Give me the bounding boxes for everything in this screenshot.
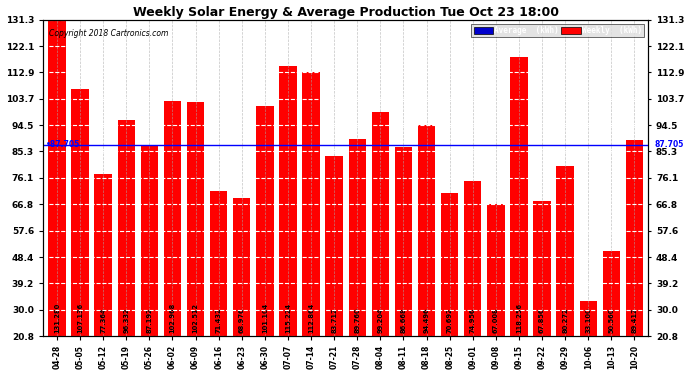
Bar bbox=[326, 156, 343, 336]
Text: 86.668: 86.668 bbox=[400, 308, 406, 333]
Legend: Average  (kWh), Weekly  (kWh): Average (kWh), Weekly (kWh) bbox=[471, 24, 644, 37]
Text: 33.100: 33.100 bbox=[585, 308, 591, 333]
Text: 131.280: 131.280 bbox=[54, 303, 60, 333]
Text: 94.496: 94.496 bbox=[424, 308, 430, 333]
Bar bbox=[556, 166, 574, 336]
Text: 89.760: 89.760 bbox=[354, 308, 360, 333]
Bar bbox=[71, 89, 89, 336]
Text: 67.856: 67.856 bbox=[539, 308, 545, 333]
Bar bbox=[141, 146, 158, 336]
Text: 71.432: 71.432 bbox=[216, 308, 221, 333]
Text: 83.712: 83.712 bbox=[331, 308, 337, 333]
Bar bbox=[233, 198, 250, 336]
Bar bbox=[302, 72, 319, 336]
Bar bbox=[533, 201, 551, 336]
Text: 89.412: 89.412 bbox=[631, 308, 638, 333]
Text: 77.364: 77.364 bbox=[100, 308, 106, 333]
Text: 87.192: 87.192 bbox=[146, 308, 152, 333]
Bar bbox=[279, 66, 297, 336]
Text: 112.864: 112.864 bbox=[308, 303, 314, 333]
Text: 99.204: 99.204 bbox=[377, 308, 384, 333]
Bar bbox=[487, 204, 504, 336]
Bar bbox=[95, 174, 112, 336]
Bar bbox=[441, 193, 458, 336]
Bar bbox=[372, 112, 389, 336]
Text: 70.692: 70.692 bbox=[446, 308, 453, 333]
Bar bbox=[348, 139, 366, 336]
Bar bbox=[602, 251, 620, 336]
Bar bbox=[256, 106, 273, 336]
Bar bbox=[187, 102, 204, 336]
Text: 74.956: 74.956 bbox=[470, 308, 475, 333]
Bar bbox=[395, 147, 412, 336]
Text: 102.968: 102.968 bbox=[170, 303, 175, 333]
Text: 50.560: 50.560 bbox=[609, 308, 614, 333]
Bar bbox=[210, 191, 227, 336]
Text: 87.705: 87.705 bbox=[654, 140, 684, 149]
Bar bbox=[48, 20, 66, 336]
Bar bbox=[117, 120, 135, 336]
Text: 68.976: 68.976 bbox=[239, 308, 245, 333]
Title: Weekly Solar Energy & Average Production Tue Oct 23 18:00: Weekly Solar Energy & Average Production… bbox=[132, 6, 559, 18]
Text: 96.332: 96.332 bbox=[124, 308, 129, 333]
Text: 101.104: 101.104 bbox=[262, 303, 268, 333]
Text: 115.224: 115.224 bbox=[285, 303, 291, 333]
Bar bbox=[418, 125, 435, 336]
Text: 67.008: 67.008 bbox=[493, 308, 499, 333]
Bar bbox=[164, 101, 181, 336]
Bar bbox=[580, 301, 597, 336]
Bar bbox=[464, 181, 482, 336]
Text: Copyright 2018 Cartronics.com: Copyright 2018 Cartronics.com bbox=[49, 29, 168, 38]
Bar bbox=[511, 57, 528, 336]
Text: 118.256: 118.256 bbox=[516, 303, 522, 333]
Text: 102.512: 102.512 bbox=[193, 303, 199, 333]
Text: 107.136: 107.136 bbox=[77, 303, 83, 333]
Bar bbox=[626, 140, 643, 336]
Text: 80.272: 80.272 bbox=[562, 308, 568, 333]
Text: •87.705: •87.705 bbox=[46, 140, 80, 149]
